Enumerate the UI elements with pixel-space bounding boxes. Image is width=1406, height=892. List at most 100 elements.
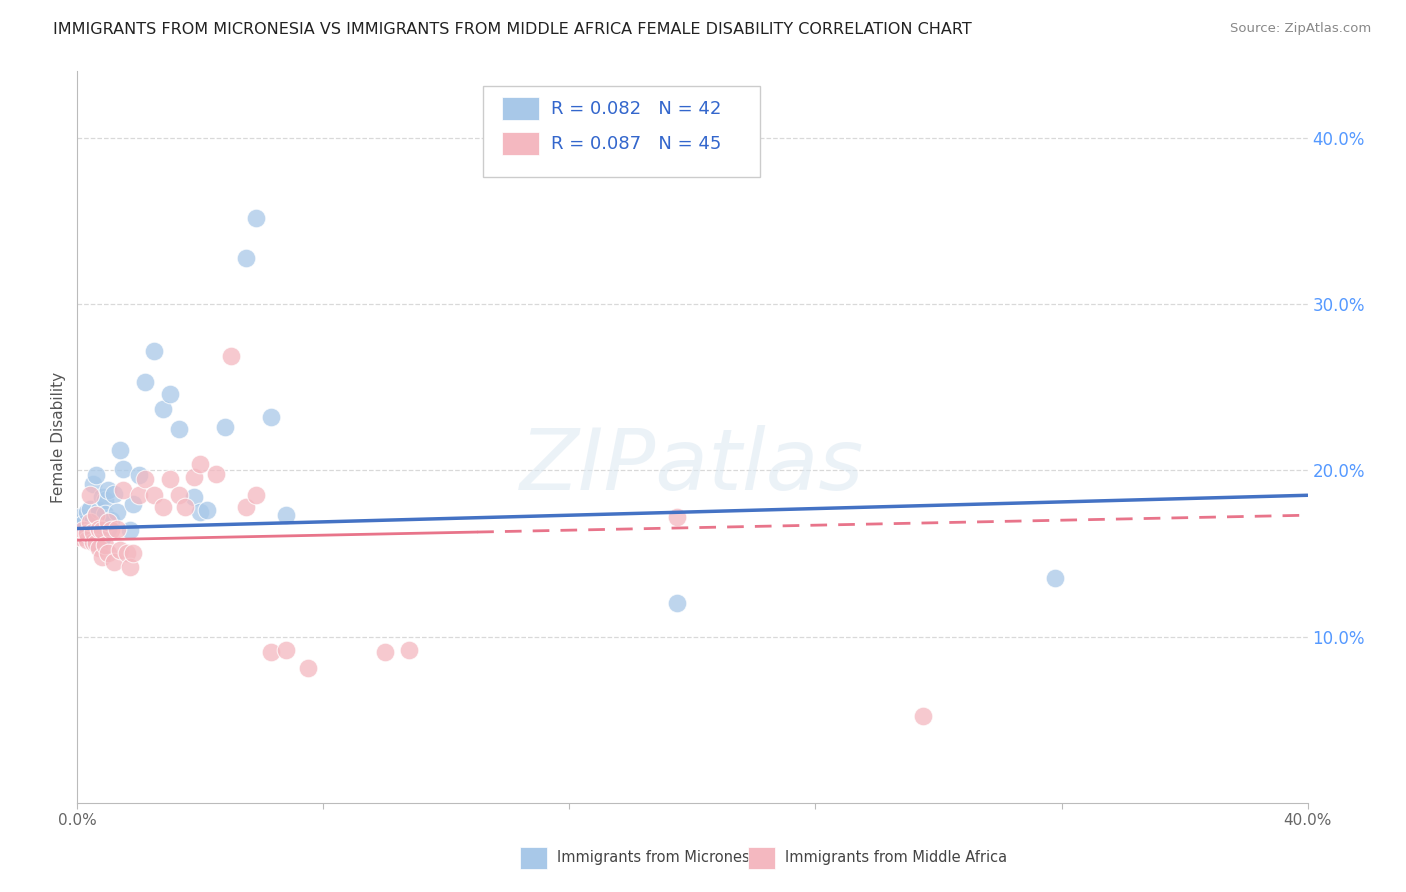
Point — [105, 505, 128, 519]
Point — [219, 349, 242, 363]
Point — [235, 500, 257, 514]
Point — [84, 468, 107, 483]
Point — [260, 644, 283, 658]
Point — [115, 546, 138, 560]
Point — [167, 488, 190, 502]
FancyBboxPatch shape — [484, 86, 761, 178]
Point — [79, 524, 101, 539]
Text: R = 0.087   N = 45: R = 0.087 N = 45 — [551, 135, 721, 153]
Text: Immigrants from Middle Africa: Immigrants from Middle Africa — [785, 850, 1007, 865]
Point — [82, 513, 104, 527]
Point — [84, 508, 107, 523]
Point — [276, 508, 298, 523]
Point — [174, 500, 197, 514]
Point — [143, 343, 166, 358]
Point — [118, 559, 141, 574]
Point — [76, 505, 98, 519]
Text: Source: ZipAtlas.com: Source: ZipAtlas.com — [1230, 22, 1371, 36]
Point — [195, 503, 218, 517]
Point — [79, 488, 101, 502]
Point — [118, 523, 141, 537]
Point — [100, 513, 122, 527]
Point — [97, 546, 120, 560]
Point — [90, 549, 114, 564]
Point — [103, 555, 125, 569]
Point — [82, 533, 104, 548]
Point — [82, 524, 104, 539]
Point — [90, 490, 114, 504]
Point — [110, 443, 132, 458]
Point — [167, 422, 190, 436]
Point — [276, 643, 298, 657]
Point — [100, 523, 122, 537]
Point — [112, 461, 135, 475]
Point — [76, 533, 98, 548]
Point — [84, 536, 107, 550]
Point — [76, 528, 98, 542]
Point — [214, 420, 236, 434]
Point — [134, 375, 156, 389]
Point — [666, 596, 689, 610]
Point — [245, 211, 267, 225]
Point — [94, 507, 117, 521]
Point — [103, 486, 125, 500]
Text: IMMIGRANTS FROM MICRONESIA VS IMMIGRANTS FROM MIDDLE AFRICA FEMALE DISABILITY CO: IMMIGRANTS FROM MICRONESIA VS IMMIGRANTS… — [53, 22, 972, 37]
Point — [152, 500, 174, 514]
Point — [94, 493, 117, 508]
Point — [87, 521, 110, 535]
Point — [97, 483, 120, 498]
Point — [97, 521, 120, 535]
Point — [235, 251, 257, 265]
FancyBboxPatch shape — [748, 847, 775, 869]
FancyBboxPatch shape — [520, 847, 547, 869]
Y-axis label: Female Disability: Female Disability — [51, 371, 66, 503]
Point — [87, 541, 110, 556]
Point — [94, 538, 117, 552]
Point — [374, 644, 396, 658]
Point — [159, 387, 181, 401]
Point — [90, 532, 114, 546]
Point — [260, 410, 283, 425]
Point — [72, 516, 94, 531]
Point — [128, 488, 150, 502]
Point — [110, 543, 132, 558]
Point — [204, 467, 226, 481]
Text: R = 0.082   N = 42: R = 0.082 N = 42 — [551, 100, 721, 118]
Point — [297, 661, 319, 675]
Point — [69, 509, 91, 524]
Point — [152, 401, 174, 416]
Point — [188, 505, 212, 519]
Point — [1045, 571, 1067, 585]
Point — [121, 497, 143, 511]
Point — [912, 709, 935, 723]
Point — [76, 526, 98, 541]
FancyBboxPatch shape — [502, 97, 538, 120]
Point — [72, 523, 94, 537]
Text: ZIPatlas: ZIPatlas — [520, 425, 865, 508]
Point — [128, 468, 150, 483]
Text: Immigrants from Micronesia: Immigrants from Micronesia — [557, 850, 763, 865]
Point — [112, 483, 135, 498]
Point — [69, 530, 91, 544]
Point — [159, 472, 181, 486]
Point — [87, 503, 110, 517]
Point — [82, 476, 104, 491]
Point — [79, 501, 101, 516]
Point — [666, 509, 689, 524]
Point — [90, 523, 114, 537]
Point — [183, 490, 205, 504]
Point — [188, 457, 212, 471]
Point — [398, 643, 420, 657]
Point — [79, 515, 101, 529]
Point — [245, 488, 267, 502]
FancyBboxPatch shape — [502, 132, 538, 155]
Point — [183, 470, 205, 484]
Point — [105, 521, 128, 535]
Point — [84, 508, 107, 523]
Point — [121, 546, 143, 560]
Point — [143, 488, 166, 502]
Point — [82, 534, 104, 549]
Point — [87, 526, 110, 541]
Point — [134, 472, 156, 486]
Point — [97, 515, 120, 529]
